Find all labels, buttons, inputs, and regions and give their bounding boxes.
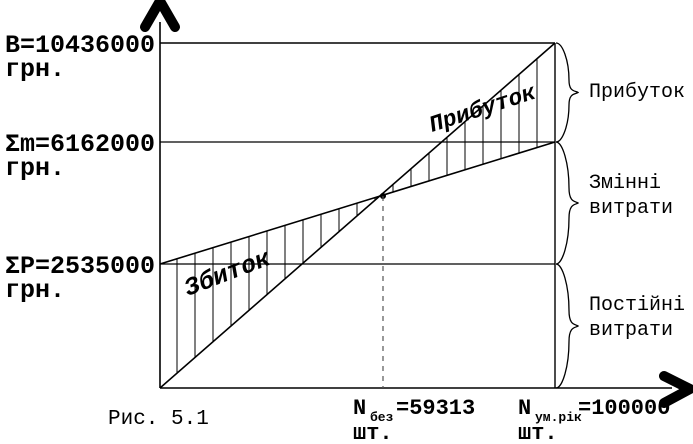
svg-text:грн.: грн.: [5, 276, 65, 305]
svg-text:=100000: =100000: [578, 396, 670, 421]
svg-text:=59313: =59313: [396, 396, 475, 421]
svg-text:Прибуток: Прибуток: [589, 81, 685, 104]
svg-text:витрати: витрати: [589, 197, 673, 220]
svg-text:N: N: [518, 396, 531, 421]
svg-text:Постійні: Постійні: [589, 294, 685, 317]
svg-text:Змінні: Змінні: [589, 172, 661, 195]
svg-text:шт.: шт.: [518, 421, 558, 444]
svg-text:грн.: грн.: [5, 154, 65, 183]
svg-text:витрати: витрати: [589, 319, 673, 342]
svg-text:N: N: [353, 396, 366, 421]
svg-text:шт.: шт.: [353, 421, 393, 444]
svg-text:грн.: грн.: [5, 55, 65, 84]
svg-text:Рис. 5.1: Рис. 5.1: [108, 408, 209, 431]
